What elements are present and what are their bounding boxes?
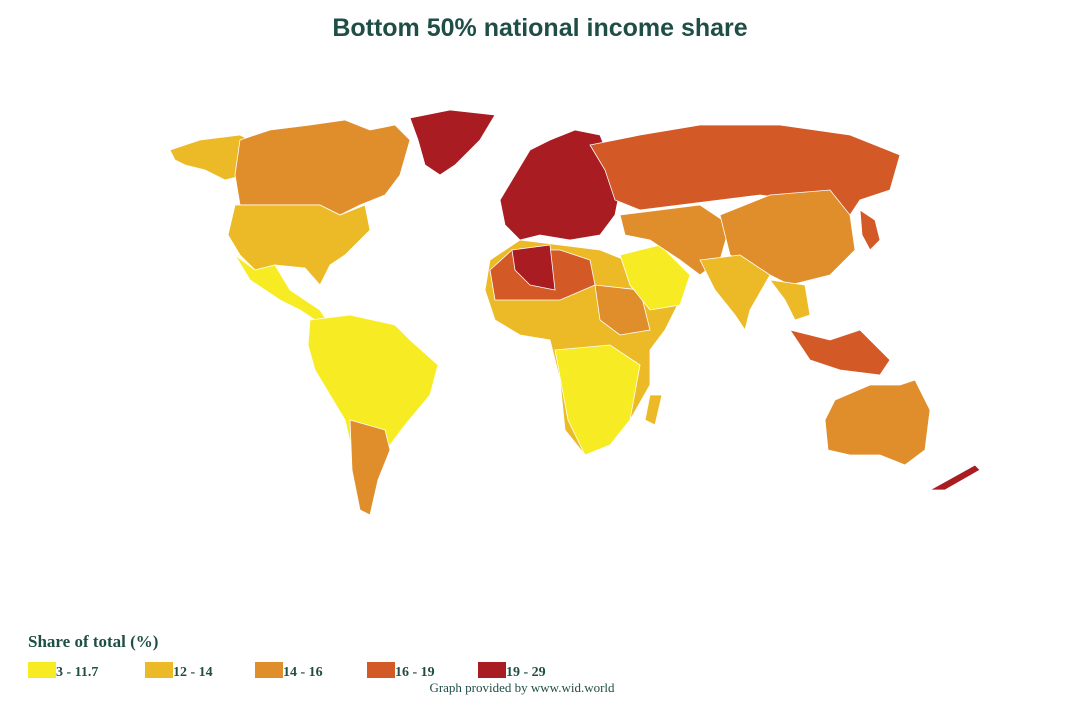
- legend-swatch: [255, 662, 283, 678]
- map-title: Bottom 50% national income share: [332, 14, 747, 42]
- world-map: [169, 109, 981, 516]
- country-region: [699, 254, 771, 331]
- legend-label: 19 - 29: [506, 665, 546, 680]
- legend-swatch: [367, 662, 395, 678]
- legend-label: 12 - 14: [173, 665, 213, 680]
- legend-swatch: [478, 662, 506, 678]
- country-region: [169, 134, 251, 181]
- country-region: [227, 204, 371, 286]
- country-region: [234, 119, 411, 216]
- country-region: [349, 419, 391, 516]
- legend-label: 16 - 19: [395, 665, 435, 680]
- legend-swatch: [28, 662, 56, 678]
- country-region: [859, 209, 881, 251]
- country-region: [594, 284, 651, 336]
- country-region: [769, 279, 811, 321]
- country-region: [824, 379, 931, 466]
- legend-label: 3 - 11.7: [56, 665, 98, 680]
- legend-label: 14 - 16: [283, 665, 323, 680]
- country-region: [511, 244, 556, 291]
- country-region: [644, 394, 663, 426]
- country-region: [619, 204, 731, 276]
- legend: 3 - 11.7 12 - 14 14 - 16 16 - 19 19 - 29: [28, 662, 546, 680]
- country-region: [554, 344, 641, 456]
- legend-title: Share of total (%): [28, 632, 158, 651]
- country-region: [928, 464, 981, 491]
- legend-swatch: [145, 662, 173, 678]
- country-region: [409, 109, 496, 176]
- credit: Graph provided by www.wid.world: [429, 680, 615, 695]
- country-region: [789, 329, 891, 376]
